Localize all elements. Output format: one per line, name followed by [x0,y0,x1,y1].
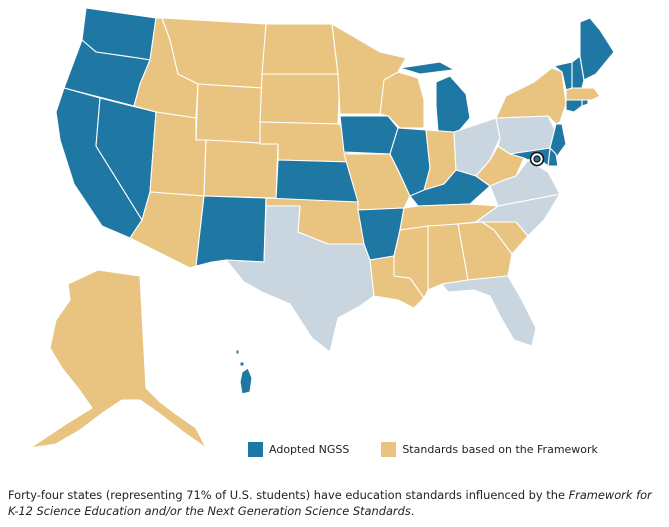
state-south-dakota[interactable] [259,73,341,125]
us-states-map [29,7,615,449]
state-hawaii[interactable] [235,349,253,395]
state-massachusetts[interactable] [565,87,601,101]
state-iowa[interactable] [339,115,399,155]
state-new-mexico[interactable] [195,195,267,267]
state-florida[interactable] [441,275,537,347]
caption-text-3: . [410,504,415,518]
state-wyoming[interactable] [195,83,263,145]
state-north-dakota[interactable] [261,23,339,75]
dc-marker-icon[interactable] [529,151,545,167]
state-rhode-island[interactable] [581,99,589,107]
state-michigan[interactable] [399,61,471,133]
caption-italic-2: Next Generation Science Standards [207,504,411,518]
state-alaska[interactable] [29,269,207,449]
state-new-york[interactable] [495,67,567,125]
state-connecticut[interactable] [565,99,583,113]
legend-swatch-framework [381,441,397,457]
map-caption: Forty-four states (representing 71% of U… [8,487,662,519]
state-maine[interactable] [579,17,615,81]
legend: Adopted NGSS Standards based on the Fram… [248,437,630,461]
state-kansas[interactable] [275,159,359,203]
state-new-jersey[interactable] [549,123,567,159]
caption-italic-1: Framework for K-12 Science Education [8,488,652,518]
state-colorado[interactable] [203,139,279,199]
legend-label-framework: Standards based on the Framework [402,442,598,456]
caption-text-1: Forty-four states (representing 71% of U… [8,488,569,502]
caption-text-2: and/or the [141,504,208,518]
state-texas[interactable] [225,205,375,353]
legend-item-adopted: Adopted NGSS [248,441,350,457]
state-wisconsin[interactable] [379,71,425,129]
legend-swatch-adopted [248,441,263,457]
legend-label-adopted: Adopted NGSS [269,442,350,456]
legend-item-framework: Standards based on the Framework [381,441,598,457]
